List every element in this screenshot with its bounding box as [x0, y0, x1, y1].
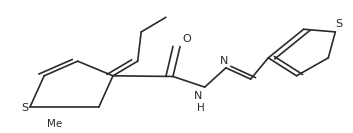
Text: S: S	[335, 19, 342, 29]
Text: N: N	[220, 55, 229, 66]
Text: Me: Me	[47, 119, 62, 129]
Text: O: O	[183, 34, 191, 44]
Text: H: H	[197, 103, 205, 113]
Text: N: N	[193, 91, 202, 101]
Text: S: S	[21, 103, 28, 113]
